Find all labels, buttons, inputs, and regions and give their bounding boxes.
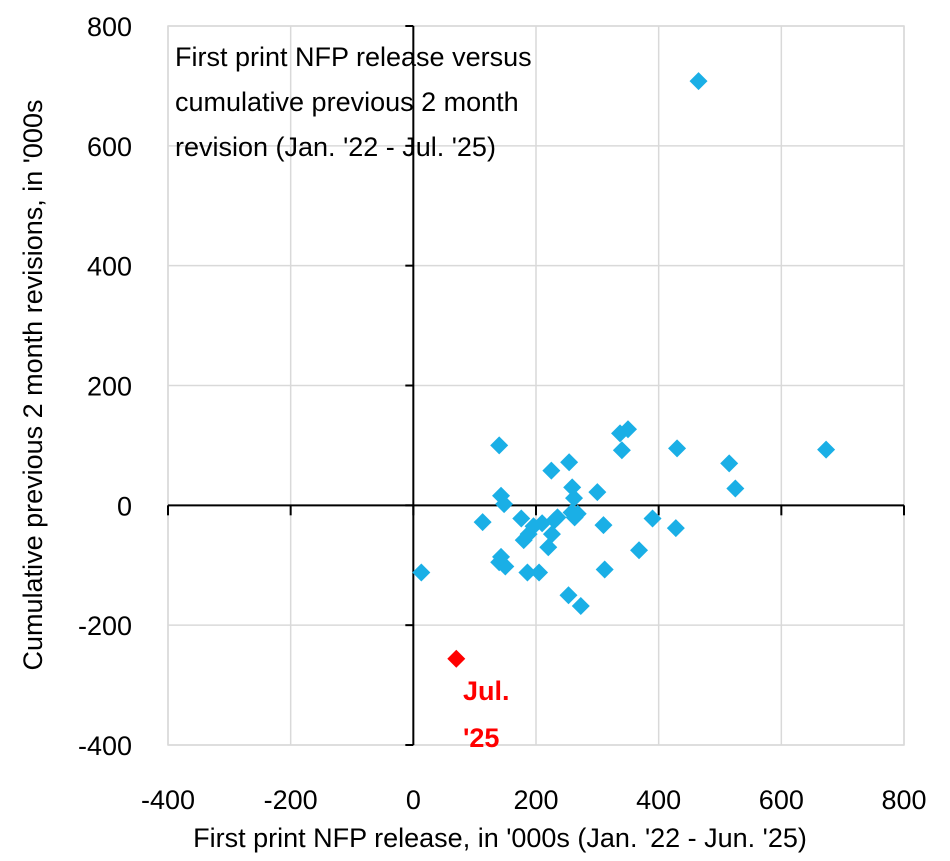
data-point (611, 424, 630, 443)
y-tick-label: 0 (117, 491, 132, 521)
x-tick-label: -400 (141, 785, 195, 815)
data-point (612, 441, 631, 460)
data-point (571, 596, 590, 615)
data-points (412, 72, 836, 668)
data-point (720, 454, 739, 473)
plot-frame (167, 25, 905, 746)
y-tick-label: 400 (87, 252, 132, 282)
data-point (545, 511, 564, 530)
data-point (643, 509, 662, 528)
annotation-line-1: Jul. (463, 676, 510, 706)
y-tick-label: 200 (87, 372, 132, 402)
data-point (542, 461, 561, 480)
x-tick-labels: -400 -200 0 200 400 600 800 (141, 785, 927, 815)
title-line-3: revision (Jan. '22 - Jul. '25) (175, 132, 496, 162)
data-point (518, 563, 537, 582)
data-point (490, 436, 509, 455)
x-axis-label: First print NFP release, in '000s (Jan. … (193, 823, 807, 853)
y-tick-label: 800 (87, 12, 132, 42)
x-tick-label: 0 (406, 785, 421, 815)
data-point (473, 513, 492, 532)
data-point (666, 519, 685, 538)
data-point (412, 563, 431, 582)
jul-25-annotation: Jul. '25 (463, 676, 517, 753)
data-point (689, 72, 708, 91)
data-point (530, 563, 549, 582)
axes (167, 25, 905, 746)
x-tick-label: 800 (881, 785, 926, 815)
data-point (539, 538, 558, 557)
data-point (594, 516, 613, 535)
annotation-line-2: '25 (463, 723, 499, 753)
data-point (595, 560, 614, 579)
x-tick-label: 200 (513, 785, 558, 815)
data-point (560, 453, 579, 472)
x-tick-label: -200 (264, 785, 318, 815)
data-point (559, 586, 578, 605)
x-tick-label: 600 (759, 785, 804, 815)
data-point (514, 531, 533, 550)
data-point (726, 479, 745, 498)
title-line-2: cumulative previous 2 month (175, 87, 519, 117)
data-point (533, 514, 552, 533)
y-tick-label: 600 (87, 132, 132, 162)
y-tick-labels: 800 600 400 200 0 -200 -400 (78, 12, 132, 761)
data-point (542, 525, 561, 544)
chart-title: First print NFP release versus cumulativ… (175, 42, 539, 162)
y-tick-label: -200 (78, 611, 132, 641)
data-point (512, 509, 531, 528)
data-point (817, 440, 836, 459)
data-point (495, 495, 514, 514)
data-point (492, 547, 511, 566)
data-point (565, 489, 584, 508)
data-point (668, 439, 687, 458)
highlight-point (447, 649, 466, 668)
y-axis-label: Cumulative previous 2 month revisions, i… (18, 100, 48, 671)
data-point (630, 541, 649, 560)
title-line-1: First print NFP release versus (175, 42, 532, 72)
y-tick-label: -400 (78, 731, 132, 761)
data-point (568, 504, 587, 523)
data-point (588, 483, 607, 502)
x-tick-label: 400 (636, 785, 681, 815)
